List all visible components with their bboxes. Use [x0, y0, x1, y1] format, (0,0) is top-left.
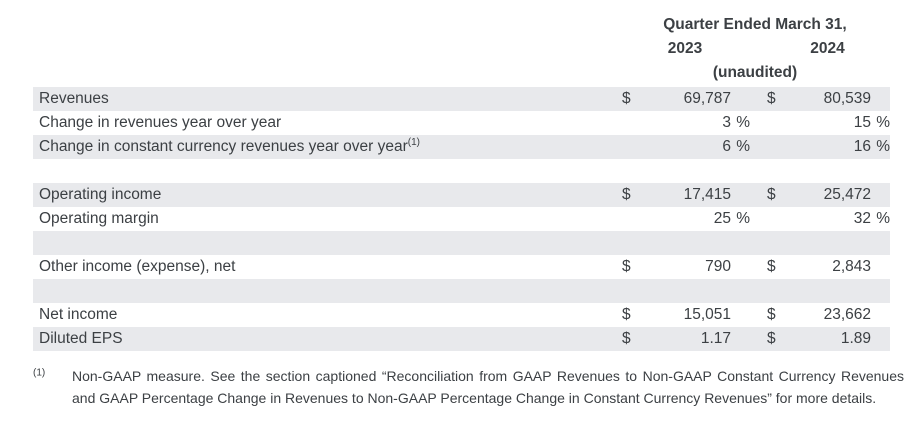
value-2023-unit — [731, 183, 750, 207]
currency-symbol: $ — [622, 330, 631, 347]
currency-symbol: $ — [622, 186, 631, 203]
table-row-operating-margin: Operating margin 25 % 32 % — [33, 207, 890, 231]
table-row-revenues: Revenues $ 69,787 $ 80,539 — [33, 87, 890, 111]
value-2023-unit: % — [736, 210, 750, 227]
value-2024-unit — [871, 183, 890, 207]
value-2023-unit — [731, 255, 750, 279]
table-row-other-income: Other income (expense), net $ 790 $ 2,84… — [33, 255, 890, 279]
value-2023-unit: % — [736, 138, 750, 155]
table-row-constant-currency-change: Change in constant currency revenues yea… — [33, 135, 890, 159]
value-2023: 3 — [722, 114, 731, 131]
currency-symbol: $ — [767, 186, 776, 203]
table-row-operating-income: Operating income $ 17,415 $ 25,472 — [33, 183, 890, 207]
value-2023: 1.17 — [700, 330, 731, 347]
currency-symbol: $ — [622, 258, 631, 275]
value-2024: 16 — [853, 138, 871, 155]
value-2024-unit — [871, 327, 890, 351]
value-2024-unit — [871, 255, 890, 279]
financial-table: Quarter Ended March 31, 2023 2024 (unaud… — [33, 13, 890, 351]
row-label: Other income (expense), net — [39, 258, 236, 275]
row-label: Change in revenues year over year — [39, 114, 282, 131]
value-2023: 6 — [722, 138, 731, 155]
row-label: Net income — [39, 306, 118, 323]
table-header-period-row: Quarter Ended March 31, — [33, 13, 890, 37]
footnote-marker: (1) — [33, 367, 46, 379]
row-label: Diluted EPS — [39, 330, 123, 347]
value-2023: 15,051 — [683, 306, 731, 323]
value-2024-unit — [871, 303, 890, 327]
value-2024-unit: % — [876, 114, 890, 131]
row-label: Operating margin — [39, 210, 159, 227]
row-label: Revenues — [39, 90, 109, 107]
value-2023-unit: % — [736, 114, 750, 131]
table-row-revenue-change: Change in revenues year over year 3 % 15… — [33, 111, 890, 135]
value-2023: 25 — [713, 210, 731, 227]
currency-symbol: $ — [767, 90, 776, 107]
value-2024-unit: % — [876, 210, 890, 227]
value-2023: 69,787 — [683, 90, 731, 107]
unaudited-note: (unaudited) — [712, 64, 798, 81]
currency-symbol: $ — [622, 306, 631, 323]
value-2023: 17,415 — [683, 186, 731, 203]
table-header-years-row: 2023 2024 — [33, 37, 890, 61]
value-2023: 790 — [705, 258, 731, 275]
value-2024: 32 — [853, 210, 871, 227]
value-2023-unit — [731, 303, 750, 327]
row-label: Change in constant currency revenues yea… — [39, 136, 420, 155]
value-2023-unit — [731, 87, 750, 111]
currency-symbol: $ — [767, 330, 776, 347]
currency-symbol: $ — [767, 306, 776, 323]
footnote: (1) Non-GAAP measure. See the section ca… — [33, 366, 924, 409]
value-2024-unit — [871, 87, 890, 111]
column-header-2024: 2024 — [810, 40, 845, 57]
spacer-row — [33, 159, 890, 183]
period-title: Quarter Ended March 31, — [663, 16, 847, 33]
value-2024: 23,662 — [823, 306, 871, 323]
footnote-ref: (1) — [407, 136, 420, 148]
value-2024-unit: % — [876, 138, 890, 155]
currency-symbol: $ — [767, 258, 776, 275]
table-row-diluted-eps: Diluted EPS $ 1.17 $ 1.89 — [33, 327, 890, 351]
spacer-row — [33, 231, 890, 255]
currency-symbol: $ — [622, 90, 631, 107]
table-header-unaudited-row: (unaudited) — [33, 61, 890, 85]
value-2024: 2,843 — [832, 258, 871, 275]
value-2024: 25,472 — [823, 186, 871, 203]
footnote-text: Non-GAAP measure. See the section captio… — [72, 368, 904, 406]
value-2023-unit — [731, 327, 750, 351]
value-2024: 1.89 — [840, 330, 871, 347]
table-row-net-income: Net income $ 15,051 $ 23,662 — [33, 303, 890, 327]
value-2024: 80,539 — [823, 90, 871, 107]
spacer-row — [33, 279, 890, 303]
row-label: Operating income — [39, 186, 162, 203]
value-2024: 15 — [853, 114, 871, 131]
column-header-2023: 2023 — [667, 40, 703, 57]
